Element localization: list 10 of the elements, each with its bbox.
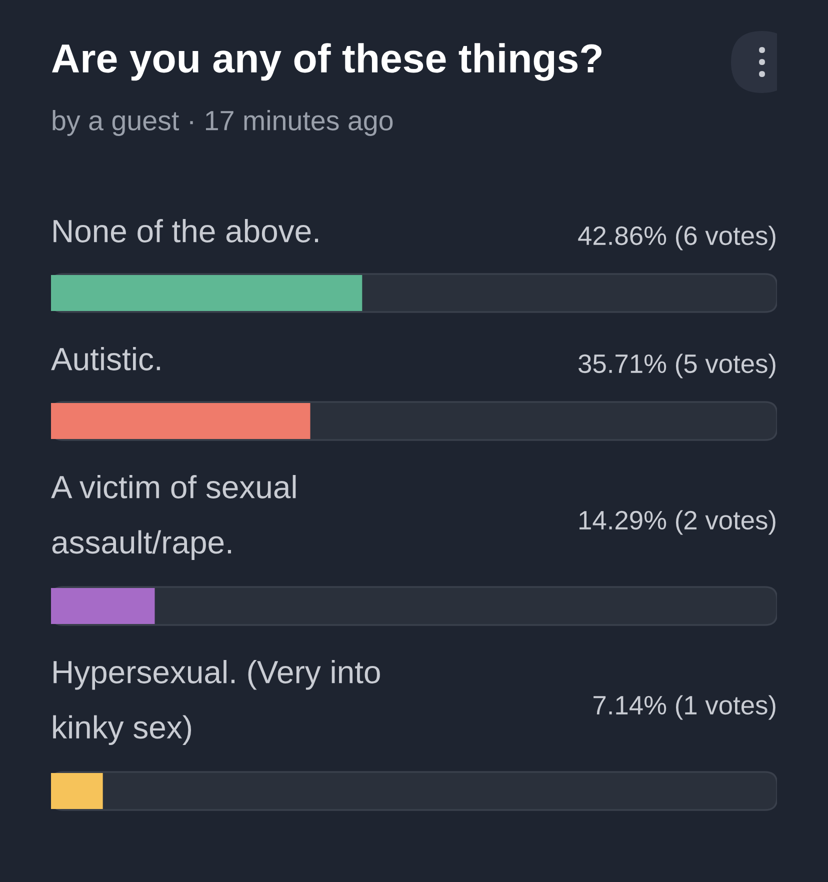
chart-title: Are you any of these things? (52, 43, 602, 81)
chart-subtitle: by a guest · 17 minutes ago (52, 110, 393, 136)
y-tick-label: None of the above. (54, 219, 318, 242)
y-tick-label: A victim of sexual assault/rape. (51, 475, 296, 560)
y-tick-label: Autistic. (51, 347, 160, 370)
data-label: 7.14% (1 votes) (594, 695, 776, 720)
data-label: 35.71% (5 votes) (578, 354, 776, 378)
data-label: 14.29% (2 votes) (580, 510, 776, 535)
y-tick-label: Hypersexual. (Very into kinky sex) (53, 660, 380, 746)
data-label: 42.86% (6 votes) (578, 226, 776, 250)
